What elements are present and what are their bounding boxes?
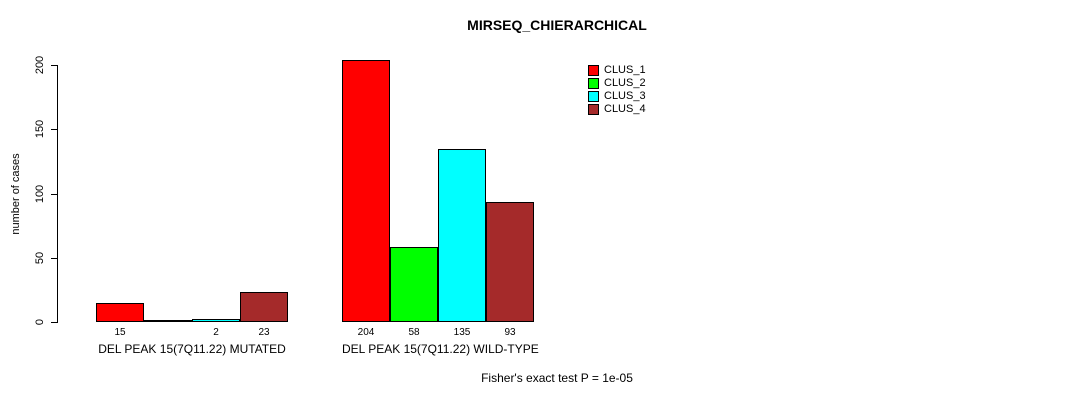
legend-item: CLUS_4	[588, 103, 646, 116]
bar-value-label: 135	[453, 327, 471, 338]
y-axis-title: number of cases	[10, 153, 22, 235]
legend-item: CLUS_3	[588, 90, 646, 103]
bar-clus_3-group2	[438, 149, 486, 322]
y-axis-tick	[51, 129, 58, 130]
legend-swatch	[588, 78, 599, 89]
legend-label: CLUS_1	[604, 64, 646, 76]
bar-value-label: 58	[408, 327, 420, 338]
y-axis-tick	[51, 322, 58, 323]
y-axis-tick-label: 200	[34, 55, 46, 75]
y-axis-line	[57, 65, 58, 322]
legend-label: CLUS_4	[604, 103, 646, 115]
bar-value-label: 93	[504, 327, 516, 338]
y-axis-tick-label: 150	[34, 119, 46, 139]
bar-clus_3-group1	[192, 319, 240, 322]
y-axis-tick-label: 50	[34, 251, 46, 265]
y-axis-tick	[51, 194, 58, 195]
bar-value-label: 15	[114, 327, 126, 338]
bar-value-label: 2	[213, 327, 219, 338]
bar-value-label: 23	[258, 327, 270, 338]
bar-clus_2-group2	[390, 247, 438, 322]
y-axis-tick	[51, 258, 58, 259]
bar-clus_4-group2	[486, 202, 534, 322]
legend-swatch	[588, 65, 599, 76]
legend-label: CLUS_2	[604, 77, 646, 89]
chart-title: MIRSEQ_CHIERARCHICAL	[467, 17, 647, 33]
x-group-label: DEL PEAK 15(7Q11.22) MUTATED	[98, 342, 286, 356]
bar-clus_1-group2	[342, 60, 390, 322]
y-axis-tick	[51, 65, 58, 66]
legend-swatch	[588, 104, 599, 115]
x-group-label: DEL PEAK 15(7Q11.22) WILD-TYPE	[342, 342, 539, 356]
y-axis-tick-label: 0	[34, 318, 46, 326]
bar-clus_1-group1	[96, 303, 144, 322]
bar-clus_2-group1	[144, 320, 192, 322]
legend-label: CLUS_3	[604, 90, 646, 102]
bar-value-label: 204	[357, 327, 375, 338]
y-axis-tick-label: 100	[34, 184, 46, 204]
bar-clus_4-group1	[240, 292, 288, 322]
legend-item: CLUS_1	[588, 64, 646, 77]
legend: CLUS_1 CLUS_2 CLUS_3 CLUS_4	[588, 64, 646, 116]
legend-item: CLUS_2	[588, 77, 646, 90]
legend-swatch	[588, 91, 599, 102]
fisher-test-annotation: Fisher's exact test P = 1e-05	[481, 371, 633, 385]
